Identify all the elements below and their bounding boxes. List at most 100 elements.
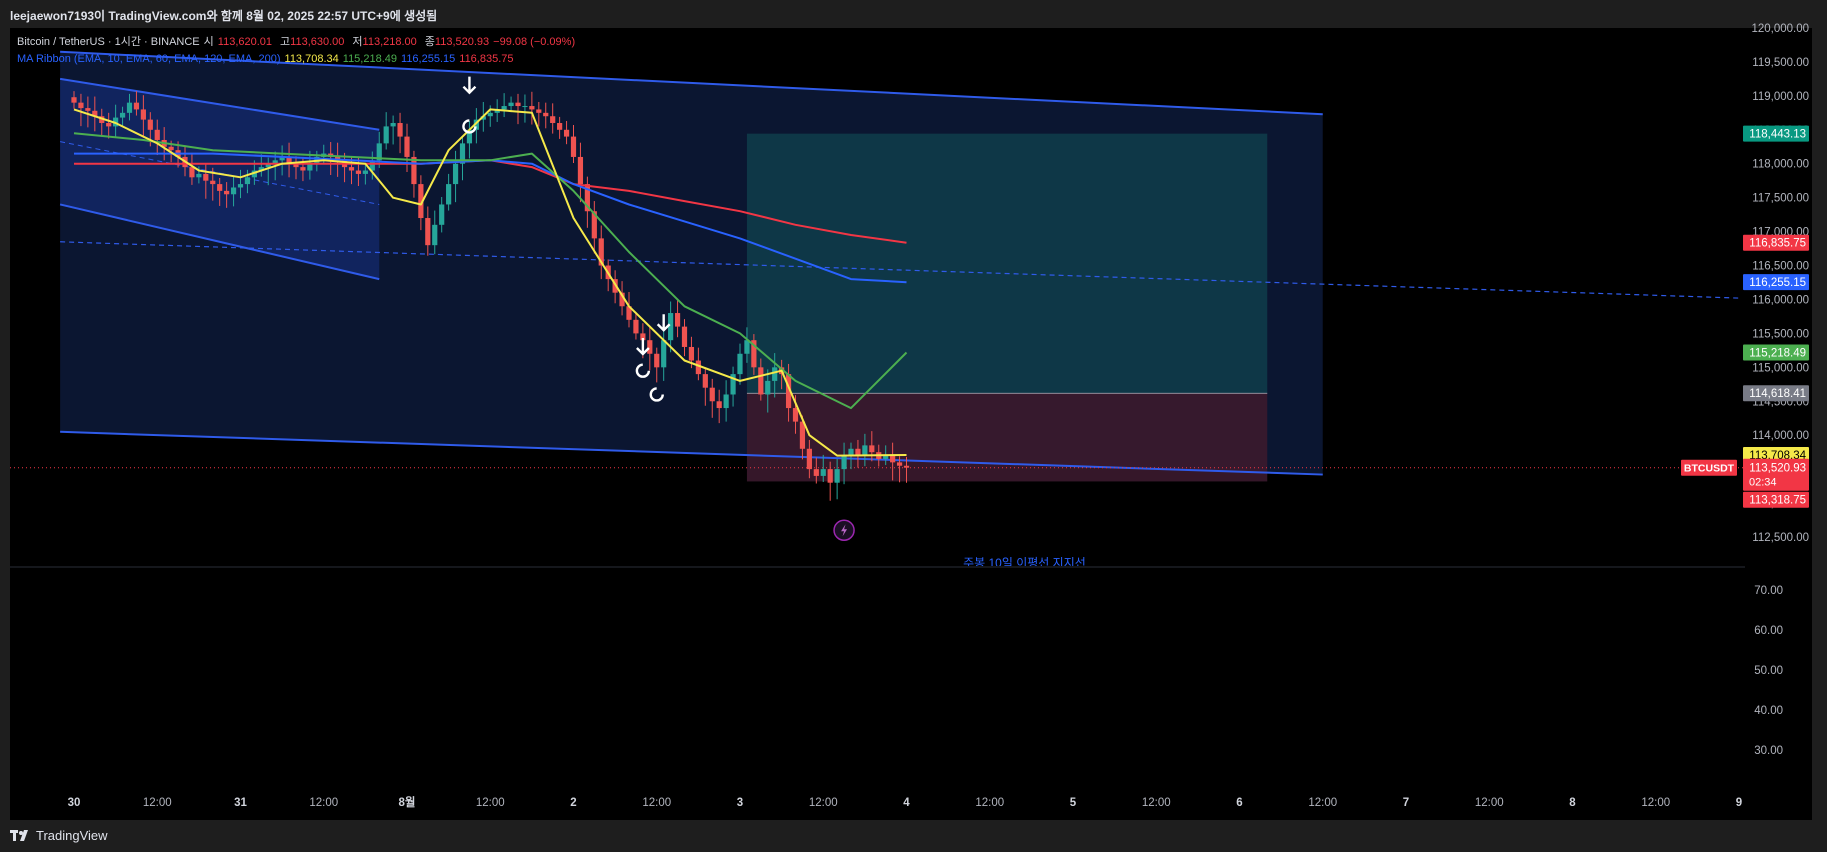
candle[interactable] — [883, 455, 889, 459]
candle[interactable] — [119, 112, 126, 118]
candle[interactable] — [827, 469, 833, 483]
candle[interactable] — [272, 160, 278, 164]
candle[interactable] — [536, 109, 542, 113]
candle[interactable] — [862, 445, 868, 456]
candle[interactable] — [203, 173, 209, 181]
candle[interactable] — [723, 394, 729, 409]
candle[interactable] — [896, 462, 903, 466]
candle[interactable] — [265, 163, 271, 168]
candle[interactable] — [577, 156, 584, 185]
ema120-line[interactable] — [74, 152, 907, 284]
candle[interactable] — [383, 126, 389, 144]
candle[interactable] — [522, 106, 528, 108]
candle[interactable] — [466, 129, 473, 144]
candle[interactable] — [140, 109, 146, 120]
candle[interactable] — [668, 313, 674, 341]
candle[interactable] — [661, 340, 667, 368]
candle[interactable] — [196, 173, 202, 178]
candle[interactable] — [168, 146, 174, 151]
candle[interactable] — [508, 102, 514, 107]
candle[interactable] — [765, 380, 771, 395]
long-stop-zone[interactable] — [746, 393, 1268, 482]
candle[interactable] — [293, 163, 299, 168]
candle[interactable] — [446, 184, 452, 205]
candle[interactable] — [418, 184, 424, 219]
candle[interactable] — [813, 469, 819, 476]
oscillator-pane[interactable] — [10, 568, 1812, 785]
candle[interactable] — [307, 163, 313, 171]
candle[interactable] — [224, 190, 230, 195]
candle[interactable] — [432, 224, 438, 246]
candle[interactable] — [126, 102, 133, 113]
candle[interactable] — [92, 110, 98, 117]
candle[interactable] — [709, 387, 715, 402]
candle[interactable] — [737, 353, 743, 375]
candle[interactable] — [154, 129, 160, 140]
candle[interactable] — [390, 123, 396, 127]
ema10-line[interactable] — [73, 108, 907, 457]
stop-price-badge[interactable] — [1743, 491, 1809, 508]
candle[interactable] — [841, 455, 847, 470]
candle[interactable] — [570, 136, 577, 157]
candle[interactable] — [99, 116, 105, 124]
candle[interactable] — [557, 123, 563, 130]
candle[interactable] — [286, 156, 292, 164]
candle[interactable] — [681, 326, 688, 347]
inner-channel-upper-line[interactable] — [59, 77, 380, 131]
candle[interactable] — [459, 143, 466, 164]
candle[interactable] — [397, 123, 403, 137]
price-badge[interactable] — [1743, 125, 1809, 142]
long-target-zone[interactable] — [746, 133, 1268, 394]
candle[interactable] — [501, 106, 507, 110]
candle[interactable] — [189, 167, 195, 178]
tradingview-logo[interactable]: TradingView — [10, 828, 1817, 843]
candle[interactable] — [550, 116, 556, 124]
candle[interactable] — [640, 333, 646, 341]
candle[interactable] — [348, 167, 355, 171]
channel-lower-line[interactable] — [60, 430, 1323, 476]
candle[interactable] — [411, 156, 417, 185]
ema60-line[interactable] — [73, 132, 908, 410]
candle[interactable] — [834, 469, 840, 483]
candle[interactable] — [279, 156, 285, 161]
candle[interactable] — [106, 123, 112, 127]
candle[interactable] — [633, 319, 639, 334]
candle[interactable] — [85, 108, 91, 111]
candle[interactable] — [702, 374, 708, 388]
candle[interactable] — [890, 455, 896, 463]
candle[interactable] — [217, 184, 223, 191]
candle[interactable] — [591, 211, 597, 239]
price-badge[interactable] — [1743, 234, 1809, 251]
candle[interactable] — [71, 97, 77, 103]
candle[interactable] — [758, 367, 764, 395]
candle[interactable] — [404, 136, 410, 157]
candle[interactable] — [799, 421, 806, 449]
candle[interactable] — [848, 448, 854, 456]
candle[interactable] — [425, 218, 431, 246]
candle[interactable] — [487, 112, 493, 117]
candle[interactable] — [258, 167, 264, 171]
candle[interactable] — [619, 292, 625, 307]
candle[interactable] — [147, 119, 153, 130]
inner-channel-lower-line[interactable] — [59, 203, 380, 281]
candle[interactable] — [598, 238, 604, 266]
candle[interactable] — [251, 170, 257, 178]
ema200-line[interactable] — [74, 159, 907, 244]
candle[interactable] — [376, 143, 382, 161]
candle[interactable] — [473, 119, 479, 130]
candle[interactable] — [237, 184, 244, 188]
candle[interactable] — [751, 340, 757, 368]
candle[interactable] — [772, 367, 778, 381]
candle[interactable] — [744, 340, 750, 354]
candle[interactable] — [806, 448, 812, 470]
candle[interactable] — [210, 180, 216, 185]
candle[interactable] — [855, 448, 861, 456]
candle[interactable] — [563, 129, 570, 137]
last-price-badge[interactable] — [1743, 458, 1809, 491]
candle[interactable] — [688, 346, 695, 361]
channel-upper-line[interactable] — [60, 50, 1323, 116]
candle[interactable] — [716, 401, 722, 409]
candle[interactable] — [529, 106, 535, 110]
candle[interactable] — [654, 353, 660, 368]
candle[interactable] — [647, 340, 653, 354]
